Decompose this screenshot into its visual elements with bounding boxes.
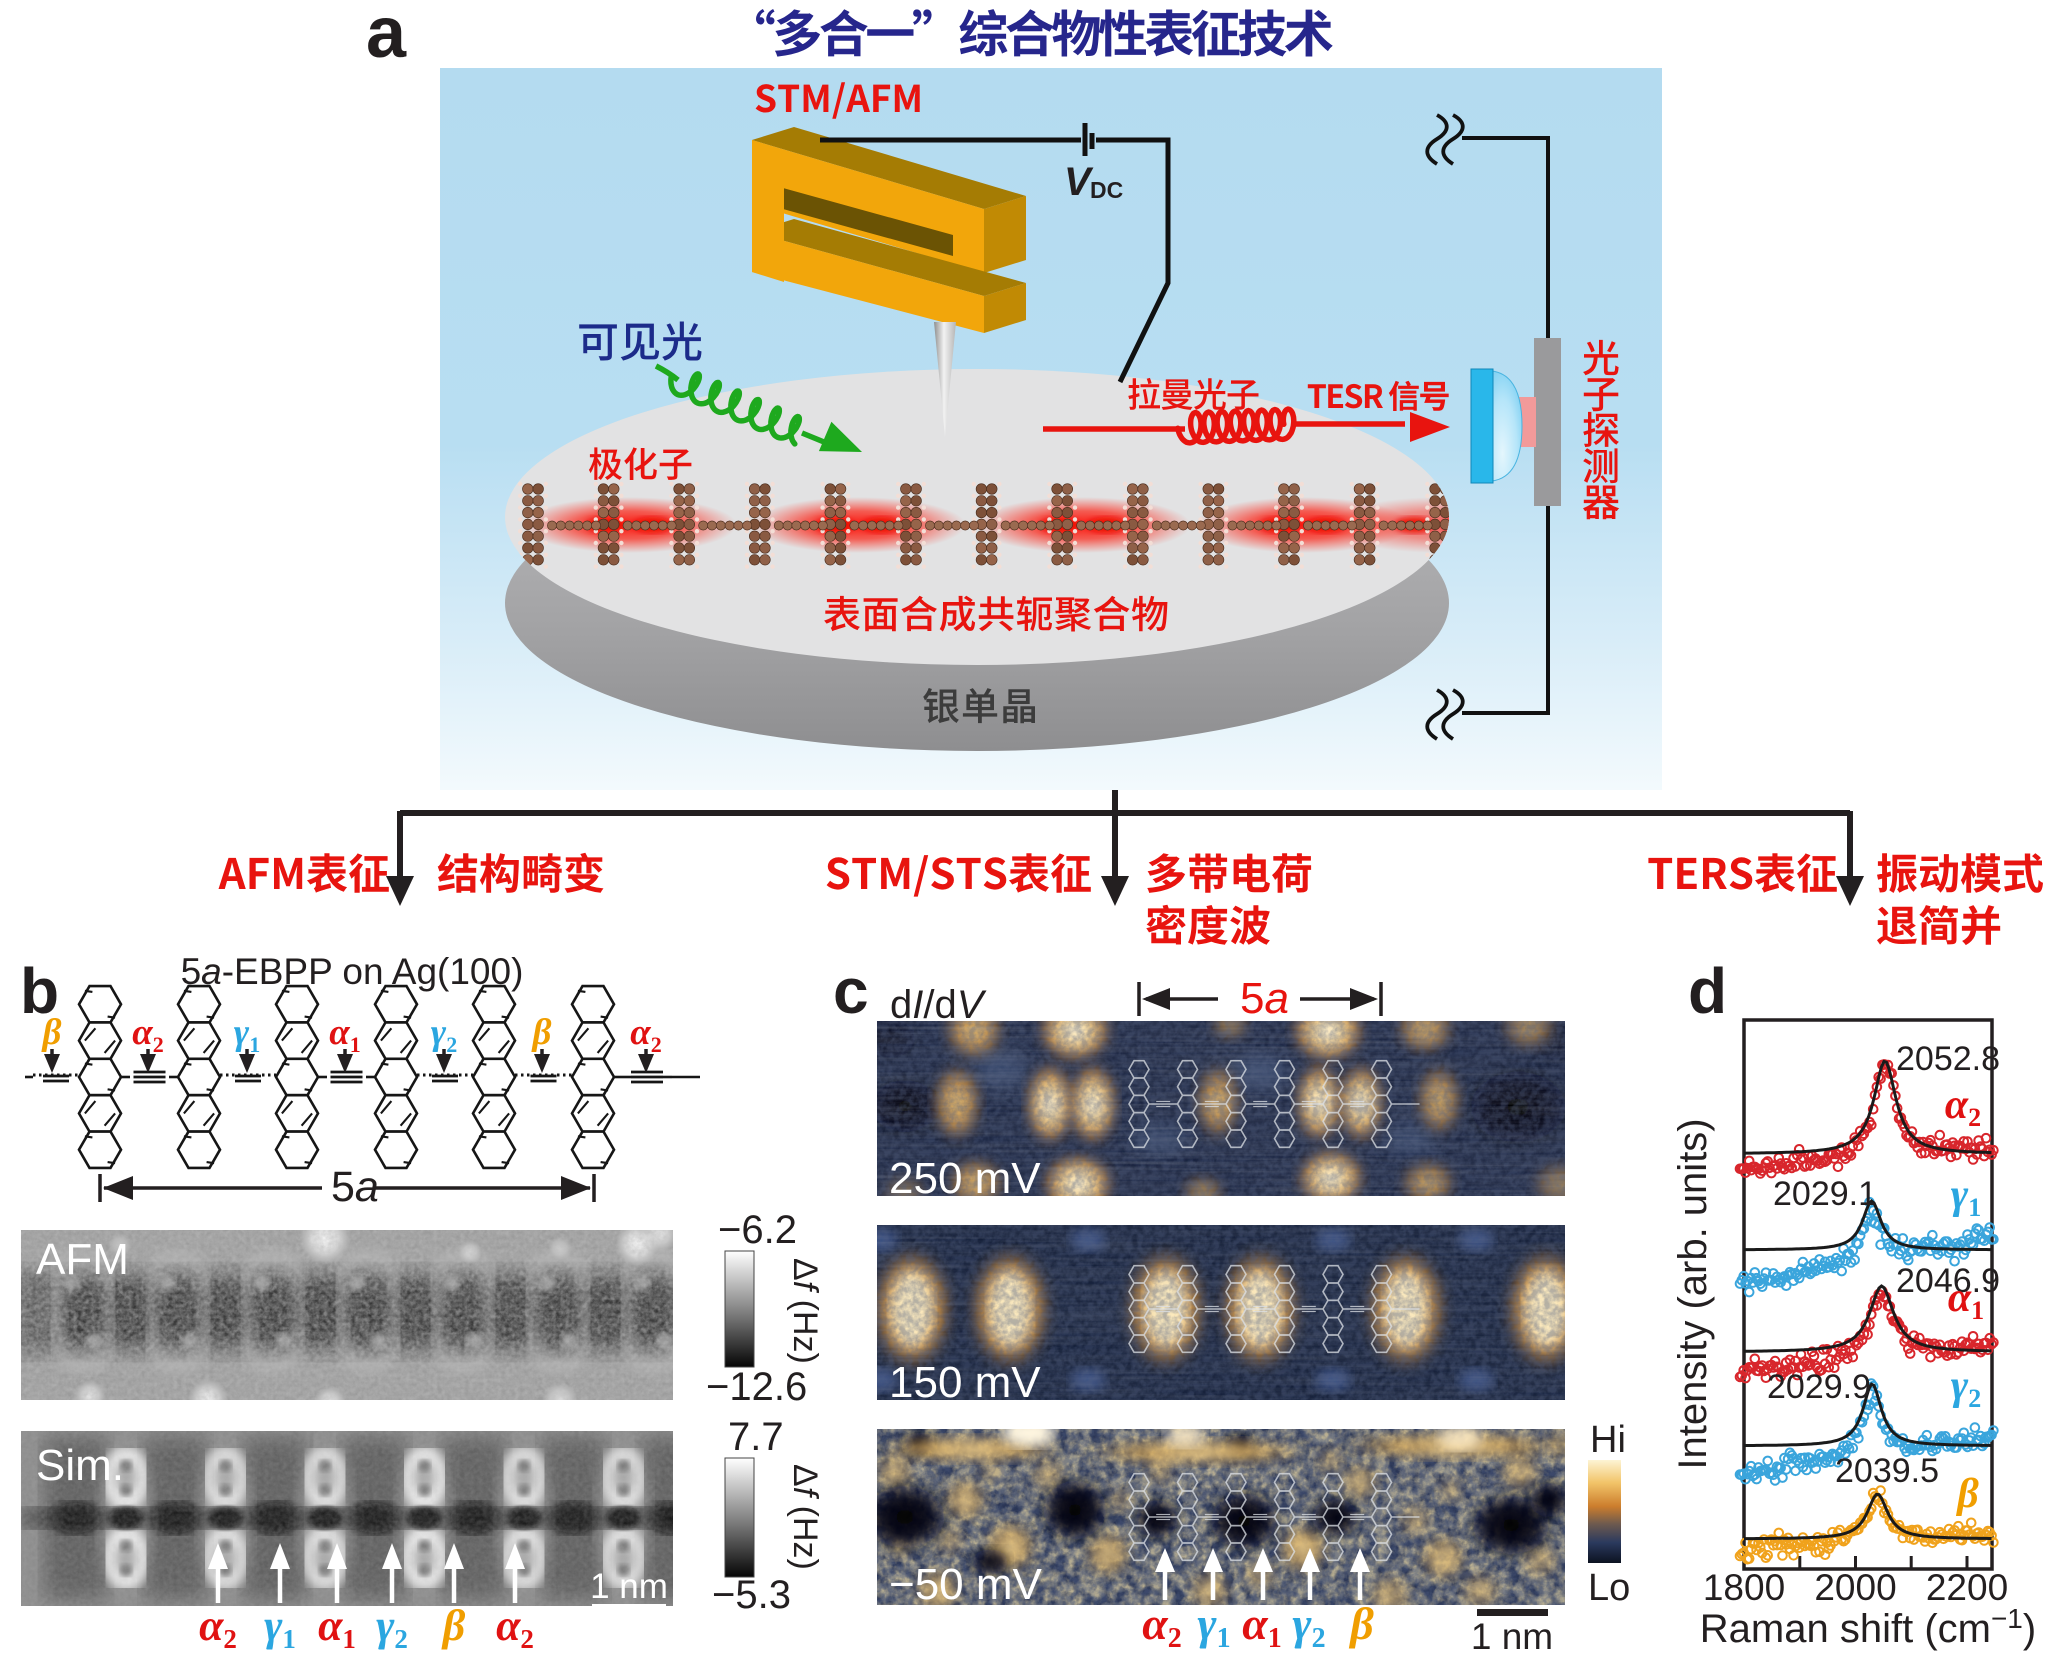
- svg-text:250 mV: 250 mV: [889, 1154, 1041, 1203]
- svg-text:Δf (Hz): Δf (Hz): [786, 1464, 824, 1570]
- svg-text:Raman shift (cm−1): Raman shift (cm−1): [1700, 1603, 2036, 1651]
- svg-text:a: a: [366, 0, 407, 73]
- svg-text:7.7: 7.7: [728, 1415, 784, 1459]
- svg-text:AFM: AFM: [36, 1235, 129, 1284]
- svg-text:2046.9: 2046.9: [1896, 1262, 2000, 1300]
- svg-text:1800: 1800: [1703, 1567, 1785, 1608]
- svg-text:β: β: [41, 1012, 62, 1053]
- svg-text:1 nm: 1 nm: [1471, 1616, 1553, 1653]
- svg-text:2029.1: 2029.1: [1773, 1175, 1877, 1213]
- svg-text:γ2: γ2: [1292, 1598, 1325, 1653]
- svg-text:β: β: [1955, 1471, 1979, 1517]
- svg-text:5a: 5a: [331, 1163, 379, 1211]
- svg-text:1 nm: 1 nm: [590, 1567, 668, 1606]
- svg-text:150 mV: 150 mV: [889, 1358, 1041, 1407]
- svg-text:β: β: [441, 1601, 466, 1650]
- svg-text:dI/dV: dI/dV: [890, 983, 987, 1027]
- svg-text:Δf (Hz): Δf (Hz): [786, 1258, 824, 1364]
- svg-text:c: c: [833, 955, 869, 1027]
- svg-text:V: V: [1064, 160, 1094, 204]
- svg-text:−6.2: −6.2: [718, 1208, 797, 1252]
- svg-text:2029.9: 2029.9: [1767, 1368, 1871, 1406]
- svg-text:5a-EBPP on Ag(100): 5a-EBPP on Ag(100): [181, 951, 524, 992]
- svg-text:Sim.: Sim.: [36, 1441, 124, 1490]
- svg-text:Lo: Lo: [1588, 1567, 1630, 1609]
- svg-text:β: β: [1348, 1598, 1374, 1649]
- svg-text:b: b: [20, 955, 59, 1027]
- svg-text:α1: α1: [1242, 1598, 1281, 1653]
- svg-text:Intensity (arb. units): Intensity (arb. units): [1671, 1118, 1715, 1469]
- svg-text:d: d: [1688, 955, 1727, 1027]
- svg-text:2200: 2200: [1926, 1567, 2008, 1608]
- svg-text:DC: DC: [1090, 177, 1123, 203]
- svg-text:−12.6: −12.6: [706, 1365, 807, 1409]
- svg-text:2039.5: 2039.5: [1835, 1452, 1939, 1490]
- svg-text:Hi: Hi: [1590, 1419, 1626, 1461]
- svg-text:2052.8: 2052.8: [1896, 1040, 2000, 1078]
- svg-text:β: β: [531, 1012, 552, 1053]
- svg-text:2000: 2000: [1814, 1567, 1896, 1608]
- svg-text:−5.3: −5.3: [712, 1573, 791, 1617]
- svg-text:−50 mV: −50 mV: [889, 1560, 1043, 1609]
- svg-text:5a: 5a: [1240, 974, 1289, 1023]
